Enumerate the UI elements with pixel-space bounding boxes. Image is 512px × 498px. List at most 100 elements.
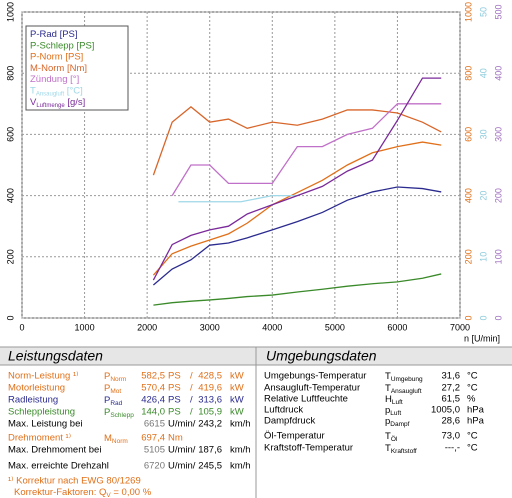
row-label: Luftdruck bbox=[264, 405, 303, 416]
row-label: Schleppleistung bbox=[8, 407, 75, 418]
subscript: Ansaugluft bbox=[391, 388, 422, 395]
y-tick-label: 300 bbox=[493, 127, 503, 142]
series-line bbox=[152, 141, 442, 276]
value: 245,5 bbox=[198, 461, 222, 472]
y-tick-label: 1000 bbox=[5, 2, 15, 22]
y-tick-label: 40 bbox=[478, 68, 488, 78]
series-line bbox=[152, 186, 442, 286]
y-tick-label: 0 bbox=[478, 315, 488, 320]
subscript: Luft bbox=[392, 399, 403, 406]
subscript: V bbox=[106, 492, 111, 498]
footnote: ¹⁾ Korrektur nach EWG 80/1269 bbox=[8, 476, 141, 487]
value: 428,5 bbox=[198, 371, 222, 382]
symbol: HLuft bbox=[385, 394, 403, 406]
separator: / bbox=[190, 383, 193, 394]
symbol-letter: P bbox=[104, 371, 110, 382]
legend-name: T bbox=[30, 85, 36, 96]
y-tick-label: 500 bbox=[493, 4, 503, 19]
y-tick-label: 600 bbox=[463, 127, 473, 142]
subscript: Umgebung bbox=[391, 376, 423, 383]
y-tick-label: 400 bbox=[493, 66, 503, 81]
y-tick-label: 200 bbox=[493, 188, 503, 203]
row-label: Ansaugluft-Temperatur bbox=[264, 383, 360, 394]
legend-subscript: Ansaugluft bbox=[36, 91, 65, 97]
symbol: PSchlepp bbox=[104, 407, 134, 419]
symbol-letter: T bbox=[385, 383, 391, 394]
y-tick-label: 200 bbox=[5, 249, 15, 264]
series-line bbox=[171, 103, 442, 196]
x-tick-label: 1000 bbox=[75, 322, 95, 332]
symbol: PNorm bbox=[104, 371, 126, 383]
x-tick-label: 7000 bbox=[450, 322, 470, 332]
value: 243,2 bbox=[198, 419, 222, 430]
subscript: Norm bbox=[112, 438, 128, 445]
value: 582,5 bbox=[141, 371, 165, 382]
y-tick-label: 800 bbox=[463, 66, 473, 81]
value: 1005,0 bbox=[431, 405, 460, 416]
series-line bbox=[178, 194, 298, 203]
legend-unit: [g/s] bbox=[65, 96, 86, 107]
symbol-letter: H bbox=[385, 394, 392, 405]
unit: hPa bbox=[467, 405, 485, 416]
unit: °C bbox=[467, 431, 478, 442]
symbol: pDampf bbox=[385, 416, 410, 428]
separator: / bbox=[190, 395, 193, 406]
subscript: Schlepp bbox=[110, 412, 134, 419]
x-tick-label: 2000 bbox=[137, 322, 157, 332]
symbol: TÖl bbox=[385, 431, 398, 443]
value: 426,4 bbox=[141, 395, 165, 406]
y-tick-label: 0 bbox=[493, 315, 503, 320]
unit: hPa bbox=[467, 416, 485, 427]
symbol: TKraftstoff bbox=[385, 443, 417, 455]
row-label: Umgebungs-Temperatur bbox=[264, 371, 366, 382]
y-tick-label: 50 bbox=[478, 7, 488, 17]
value: 419,6 bbox=[198, 383, 222, 394]
subscript: Öl bbox=[391, 435, 398, 443]
x-tick-label: 3000 bbox=[200, 322, 220, 332]
y-tick-label: 400 bbox=[463, 188, 473, 203]
row-label: Relative Luftfeuchte bbox=[264, 394, 348, 405]
value: 313,6 bbox=[198, 395, 222, 406]
legend-name: M-Norm [Nm] bbox=[30, 62, 87, 73]
value: 61,5 bbox=[442, 394, 461, 405]
x-axis-label: n [U/min] bbox=[464, 333, 500, 343]
symbol: pLuft bbox=[385, 405, 401, 417]
symbol-letter: M bbox=[104, 433, 112, 444]
unit: U/min/ bbox=[168, 445, 196, 456]
unit: PS bbox=[168, 407, 181, 418]
y-tick-label: 10 bbox=[478, 252, 488, 262]
symbol-letter: T bbox=[385, 431, 391, 442]
legend-entry: Zündung [°] bbox=[30, 74, 79, 85]
unit: PS bbox=[168, 371, 181, 382]
legend-entry: M-Norm [Nm] bbox=[30, 62, 87, 73]
series-line bbox=[152, 77, 442, 281]
legend-unit: [°C] bbox=[64, 85, 83, 96]
y-tick-label: 800 bbox=[5, 66, 15, 81]
footnote-text: Korrektur-Faktoren: Q bbox=[14, 487, 106, 498]
legend-name: Zündung [°] bbox=[30, 74, 79, 85]
symbol: TUmgebung bbox=[385, 371, 423, 383]
symbol-letter: p bbox=[385, 416, 390, 427]
legend-entry: P-Schlepp [PS] bbox=[30, 40, 94, 51]
symbol-letter: P bbox=[104, 383, 110, 394]
legend-entry: VLuftmenge [g/s] bbox=[30, 96, 85, 108]
unit: °C bbox=[467, 443, 478, 454]
x-tick-label: 6000 bbox=[387, 322, 407, 332]
value: 28,6 bbox=[442, 416, 461, 427]
panel-title: Umgebungsdaten bbox=[266, 348, 377, 364]
unit: km/h bbox=[230, 445, 251, 456]
value: 6720 bbox=[144, 461, 165, 472]
y-tick-label: 30 bbox=[478, 129, 488, 139]
subscript: Luft bbox=[390, 410, 401, 417]
row-label: Kraftstoff-Temperatur bbox=[264, 443, 353, 454]
unit: U/min/ bbox=[168, 461, 196, 472]
value: 27,2 bbox=[442, 383, 461, 394]
value: 144,0 bbox=[141, 407, 165, 418]
y-tick-label: 200 bbox=[463, 249, 473, 264]
value: 187,6 bbox=[198, 445, 222, 456]
unit: Nm bbox=[168, 433, 183, 444]
row-label: Max. Leistung bei bbox=[8, 419, 82, 430]
subscript: Mot bbox=[110, 388, 121, 395]
unit: kW bbox=[230, 395, 244, 406]
